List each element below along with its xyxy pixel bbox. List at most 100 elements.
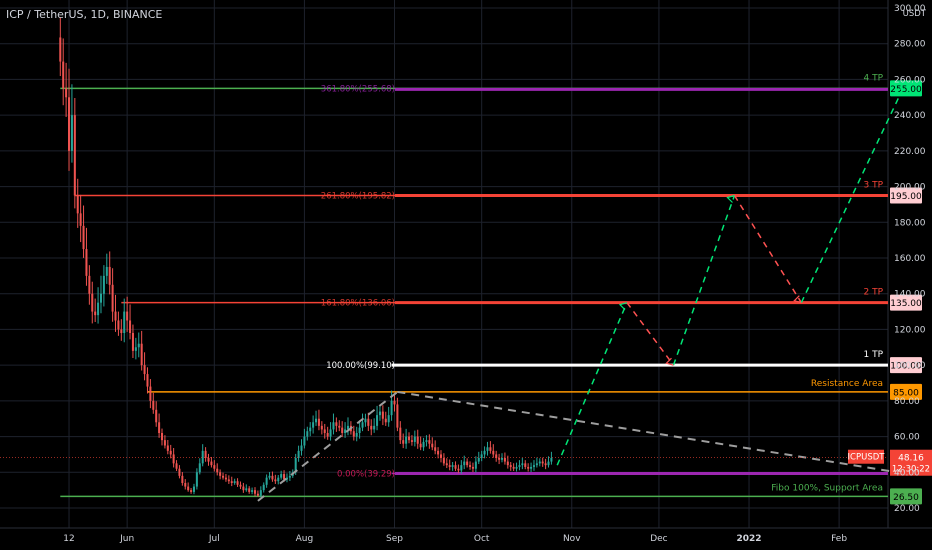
- candle-body: [204, 450, 207, 459]
- candle-body: [224, 477, 227, 480]
- last-price-value: 48.16: [898, 454, 924, 464]
- symbol-tag-text: ICPUSDT: [848, 453, 886, 463]
- candle-body: [396, 404, 399, 428]
- candle-body: [123, 311, 126, 334]
- candle-body: [160, 433, 164, 441]
- candle-body: [550, 458, 553, 462]
- candle-body: [367, 418, 370, 426]
- x-tick-label: 2022: [736, 534, 761, 544]
- candle-body: [332, 422, 335, 430]
- candle-body: [541, 461, 544, 464]
- projection-arrowhead: [793, 295, 802, 304]
- price-tag-3: [890, 357, 922, 374]
- last-price-countdown: 12:30:22: [892, 465, 930, 475]
- candle-body: [306, 431, 309, 437]
- axis-currency-label: USDT: [903, 9, 927, 19]
- candle-body: [169, 450, 172, 455]
- candle-body: [245, 488, 248, 491]
- candle-body: [408, 436, 411, 441]
- candle-body: [498, 458, 501, 460]
- candle-body: [297, 450, 300, 459]
- candle-body: [405, 436, 408, 444]
- candle-body: [222, 475, 225, 478]
- candle-body: [120, 329, 123, 334]
- candle-body: [532, 465, 535, 467]
- projection-segment: [556, 302, 628, 466]
- candle-body: [88, 275, 91, 294]
- candle-body: [399, 427, 402, 441]
- candle-body: [236, 481, 239, 485]
- candle-body: [294, 458, 297, 473]
- candle-body: [187, 486, 190, 491]
- level-name-4: Resistance Area: [811, 379, 883, 389]
- candle-body: [480, 454, 483, 459]
- y-tick-label: 140.00: [894, 290, 926, 300]
- candle-body: [131, 333, 134, 351]
- candle-body: [376, 415, 379, 426]
- candle-body: [146, 374, 149, 387]
- candle-body: [312, 422, 315, 428]
- candle-body: [431, 443, 434, 448]
- y-tick-label: 60.00: [894, 433, 920, 443]
- candle-body: [527, 466, 530, 469]
- candle-body: [521, 463, 524, 466]
- candle-body: [454, 465, 457, 469]
- candle-body: [463, 461, 466, 466]
- fib-label-2: 161.80%(136.06): [321, 299, 395, 309]
- candle-body: [323, 429, 326, 434]
- y-tick-label: 100.00: [894, 361, 926, 371]
- fib-label-5: 0.00%(39.29): [337, 470, 395, 480]
- candle-body: [434, 447, 437, 451]
- candle-body: [448, 465, 451, 467]
- candle-body: [437, 450, 440, 455]
- projection-segment: [626, 302, 675, 366]
- y-tick-label: 260.00: [894, 75, 926, 85]
- candle-body: [158, 422, 161, 434]
- x-tick-label: Feb: [831, 534, 847, 544]
- level-name-1: 3 TP: [863, 181, 883, 191]
- candle-body: [547, 461, 550, 466]
- candle-body: [129, 320, 132, 334]
- candle-body: [439, 454, 443, 459]
- level-name-2: 2 TP: [863, 288, 883, 298]
- candle-body: [253, 490, 257, 494]
- candle-body: [393, 400, 396, 405]
- candle-body: [265, 477, 268, 485]
- candle-body: [309, 427, 312, 432]
- candle-body: [233, 481, 236, 484]
- candle-body: [155, 409, 158, 423]
- candle-body: [79, 213, 82, 226]
- price-tag-text-4: 85.00: [893, 388, 919, 398]
- candle-body: [239, 484, 242, 487]
- candle-body: [402, 440, 405, 444]
- candle-body: [256, 493, 259, 496]
- candle-body: [300, 445, 303, 451]
- candle-body: [85, 249, 88, 276]
- candle-body: [126, 311, 129, 321]
- candle-body: [483, 450, 486, 455]
- candle-body: [262, 484, 265, 491]
- candle-body: [134, 347, 137, 351]
- symbol-tag: [848, 449, 884, 464]
- candle-body: [346, 425, 350, 430]
- candle-body: [515, 466, 518, 469]
- candle-body: [457, 468, 460, 471]
- candle-body: [419, 443, 422, 448]
- candle-body: [99, 293, 103, 303]
- y-tick-label: 160.00: [894, 254, 926, 264]
- candle-body: [73, 115, 76, 196]
- candle-body: [181, 475, 184, 484]
- projection-arrowhead: [894, 87, 904, 96]
- candle-body: [544, 463, 547, 466]
- candle-body: [285, 477, 288, 480]
- candle-body: [97, 302, 100, 316]
- candle-body: [358, 427, 361, 434]
- candle-body: [428, 440, 431, 444]
- candle-body: [518, 465, 521, 467]
- price-tag-6: [890, 488, 922, 505]
- x-tick-label: Jul: [208, 534, 220, 544]
- candle-body: [524, 463, 527, 467]
- price-tag-text-3: 100.00: [890, 362, 922, 372]
- candle-body: [535, 463, 538, 466]
- y-tick-label: 240.00: [894, 111, 926, 121]
